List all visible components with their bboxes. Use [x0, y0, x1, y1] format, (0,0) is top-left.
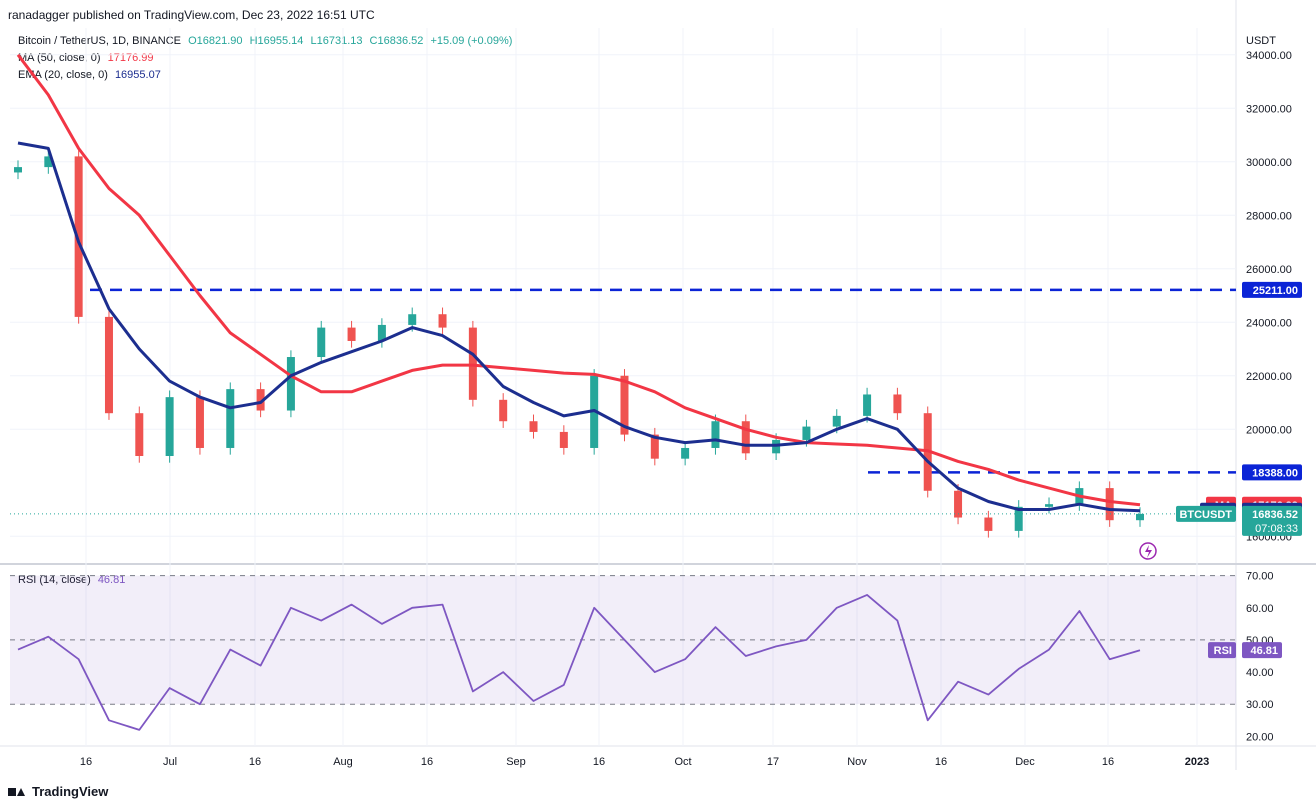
rsi-legend-value: 46.81 — [97, 574, 126, 586]
time-tick-label: Nov — [847, 756, 867, 768]
price-tick-label: 34000.00 — [1246, 50, 1292, 62]
candle-body — [14, 167, 22, 173]
price-tick-label: 32000.00 — [1246, 103, 1292, 115]
rsi-line — [17, 594, 1141, 731]
candle-body — [529, 421, 538, 432]
candle-body — [863, 394, 872, 416]
rsi-tick-label: 30.00 — [1246, 699, 1274, 711]
tradingview-footer: TradingView — [8, 784, 108, 799]
candle-body — [741, 421, 750, 454]
ema-legend: EMA (20, close, 0) 16955.07 — [18, 69, 161, 81]
candle-body — [802, 426, 811, 440]
rsi-tick-label: 60.00 — [1246, 603, 1274, 615]
candle-body — [347, 327, 356, 341]
candle-body — [650, 434, 659, 459]
candle-body — [135, 413, 144, 456]
candle-body — [408, 314, 417, 325]
candle-body — [954, 490, 963, 518]
rsi-tick-label: 70.00 — [1246, 571, 1274, 583]
rsi-value-tag: 46.81 — [1250, 645, 1278, 657]
price-tick-label: 26000.00 — [1246, 264, 1292, 276]
price-tick-label: 28000.00 — [1246, 210, 1292, 222]
price-tick-label: 24000.00 — [1246, 317, 1292, 329]
time-tick-label: Dec — [1015, 756, 1035, 768]
candle-body — [74, 156, 83, 317]
candle-body — [195, 397, 204, 448]
time-tick-label: 2023 — [1185, 756, 1209, 768]
low-value: L16731.13 — [310, 35, 363, 47]
candle-body — [256, 389, 265, 411]
price-tick-label: 30000.00 — [1246, 157, 1292, 169]
candle-body — [893, 394, 902, 414]
tradingview-brand: TradingView — [32, 784, 109, 799]
price-tick-label: 20000.00 — [1246, 424, 1292, 436]
resistance-high-tag: 25211.00 — [1253, 285, 1298, 297]
publisher-header: ranadagger published on TradingView.com,… — [8, 8, 375, 22]
symbol-legend: Bitcoin / TetherUS, 1D, BINANCE O16821.9… — [18, 35, 512, 47]
time-tick-label: Sep — [506, 756, 526, 768]
time-tick-label: 16 — [421, 756, 433, 768]
rsi-legend: RSI (14, close) 46.81 — [18, 574, 126, 586]
high-value: H16955.14 — [249, 35, 304, 47]
candle-body — [317, 327, 326, 358]
time-tick-label: Jul — [163, 756, 177, 768]
close-value: C16836.52 — [369, 35, 424, 47]
time-tick-label: 16 — [935, 756, 947, 768]
rsi-tick-label: 20.00 — [1246, 731, 1274, 743]
candle-body — [104, 316, 113, 414]
candle-body — [44, 156, 53, 168]
open-value: O16821.90 — [188, 35, 243, 47]
time-tick-label: Aug — [333, 756, 353, 768]
candle-body — [620, 375, 629, 435]
rsi-label: RSI (14, close) — [18, 574, 91, 586]
candle-body — [499, 399, 508, 422]
candle-body — [1105, 488, 1114, 521]
ma-50-line — [16, 53, 1141, 507]
rsi-name-tag: RSI — [1214, 645, 1232, 657]
time-tick-label: 16 — [249, 756, 261, 768]
price-tick-label: 22000.00 — [1246, 371, 1292, 383]
candle-body — [711, 421, 720, 448]
resistance-low-tag-bg — [1242, 464, 1302, 481]
candle-body — [377, 324, 386, 341]
rsi-value-tag-bg — [1242, 642, 1282, 659]
change-value: +15.09 (+0.09%) — [430, 35, 513, 47]
candle-body — [165, 397, 174, 456]
time-tick-label: 16 — [1102, 756, 1114, 768]
resistance-low-tag: 18388.00 — [1252, 467, 1298, 479]
time-tick-label: 17 — [767, 756, 779, 768]
ema-20-line — [17, 141, 1141, 513]
time-tick-label: Oct — [674, 756, 691, 768]
candle-body — [1045, 504, 1054, 507]
time-tick-label: 16 — [593, 756, 605, 768]
ema-value: 16955.07 — [114, 69, 161, 81]
candle-body — [1136, 513, 1144, 521]
candle-body — [438, 314, 447, 328]
candle-body — [984, 517, 993, 531]
rsi-tick-label: 40.00 — [1246, 667, 1274, 679]
resistance-high-tag-bg — [1242, 281, 1302, 298]
rsi-name-tag-bg — [1208, 642, 1236, 659]
candle-body — [832, 415, 841, 427]
countdown-tag: 07:08:33 — [1255, 523, 1298, 535]
candle-body — [559, 431, 568, 448]
candle-body — [1014, 506, 1023, 531]
ema-label: EMA (20, close, 0) — [18, 69, 108, 81]
lightning-bolt-icon — [1145, 545, 1152, 558]
symbol-tag-bg — [1176, 505, 1236, 522]
tradingview-logo-icon — [8, 786, 26, 798]
symbol-tag: BTCUSDT — [1179, 509, 1232, 521]
lightning-icon — [1139, 542, 1157, 560]
time-tick-label: 16 — [80, 756, 92, 768]
candle-body — [226, 389, 235, 448]
last-price-tag-bg — [1242, 505, 1302, 536]
symbol-name: Bitcoin / TetherUS, 1D, BINANCE — [18, 35, 182, 47]
candle-body — [681, 447, 690, 459]
currency-label: USDT — [1246, 35, 1276, 47]
candle-body — [286, 357, 295, 411]
last-price-tag: 16836.52 — [1252, 509, 1298, 521]
